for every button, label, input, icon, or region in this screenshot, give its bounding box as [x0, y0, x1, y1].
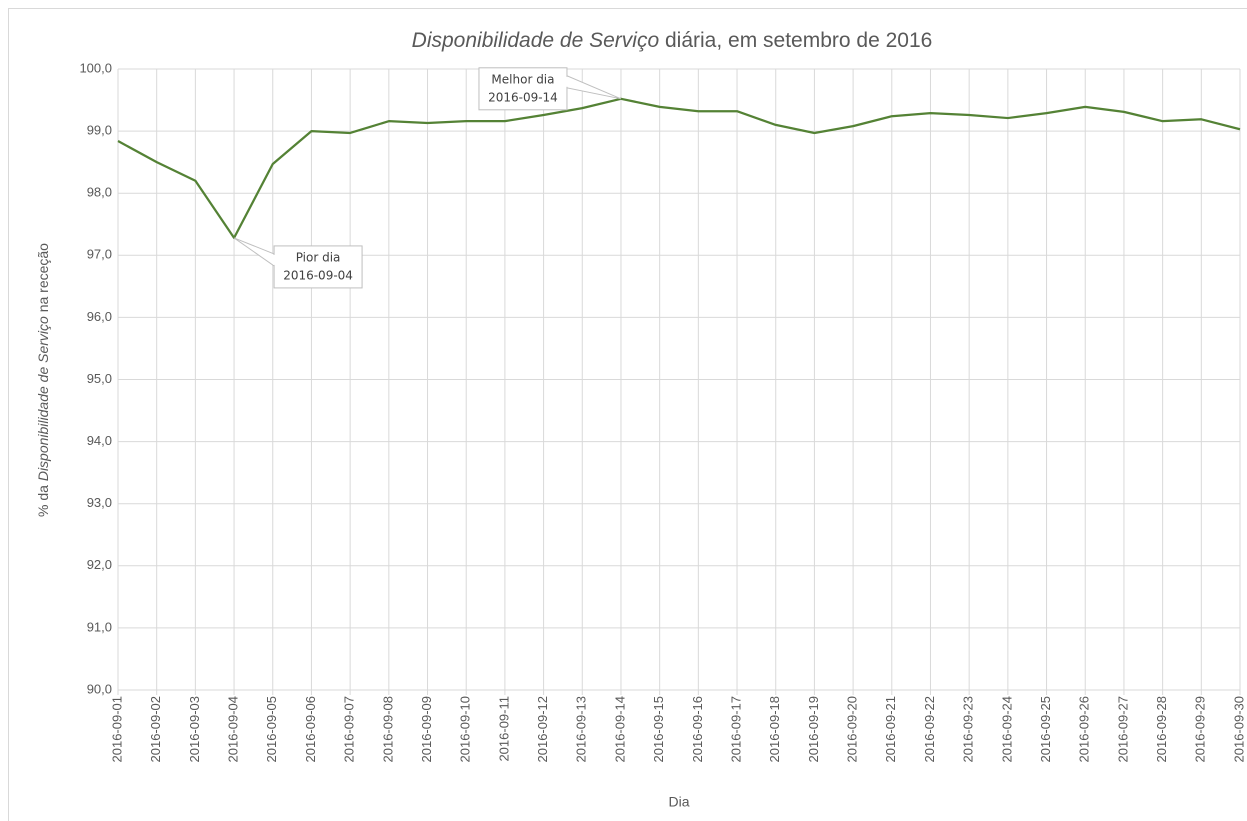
y-tick-label: 98,0 [87, 185, 112, 200]
x-tick-label: 2016-09-30 [1231, 696, 1246, 763]
y-tick-label: 90,0 [87, 681, 112, 696]
y-tick-label: 94,0 [87, 433, 112, 448]
x-axis-label: Dia [668, 794, 689, 810]
x-tick-label: 2016-09-24 [999, 696, 1014, 763]
x-tick-label: 2016-09-18 [767, 696, 782, 763]
chart-frame [8, 8, 1247, 821]
x-tick-label: 2016-09-28 [1154, 696, 1169, 763]
x-tick-label: 2016-09-05 [264, 696, 279, 763]
x-tick-label: 2016-09-09 [419, 696, 434, 763]
x-tick-label: 2016-09-04 [226, 696, 241, 763]
x-tick-label: 2016-09-16 [690, 696, 705, 763]
x-tick-label: 2016-09-26 [1077, 696, 1092, 763]
x-tick-label: 2016-09-03 [187, 696, 202, 763]
x-tick-label: 2016-09-29 [1193, 696, 1208, 763]
y-tick-label: 91,0 [87, 619, 112, 634]
callout-box [273, 245, 363, 289]
callout-text: Pior dia [296, 250, 341, 264]
callout-text: 2016-09-14 [488, 90, 558, 104]
x-tick-label: 2016-09-27 [1115, 696, 1130, 763]
x-tick-label: 2016-09-15 [651, 696, 666, 763]
x-tick-label: 2016-09-13 [574, 696, 589, 763]
x-tick-label: 2016-09-07 [342, 696, 357, 763]
y-axis-label: % da Disponibilidade de Serviço na receç… [35, 243, 51, 517]
y-tick-label: 100,0 [79, 60, 112, 75]
title-rest: diária, em setembro de 2016 [665, 29, 932, 52]
x-tick-label: 2016-09-20 [845, 696, 860, 763]
callout-pointer [233, 237, 275, 267]
data-line [117, 97, 1241, 240]
x-tick-label: 2016-09-21 [883, 696, 898, 763]
x-tick-label: 2016-09-25 [1038, 696, 1053, 763]
callout-box [478, 67, 568, 111]
y-tick-label: 93,0 [87, 495, 112, 510]
x-tick-label: 2016-09-19 [806, 696, 821, 763]
callout-pointer [566, 75, 622, 100]
y-tick-label: 92,0 [87, 557, 112, 572]
x-tick-label: 2016-09-10 [458, 696, 473, 763]
x-tick-label: 2016-09-06 [303, 696, 318, 763]
y-label-part: na receção [35, 243, 51, 312]
x-tick-label: 2016-09-12 [535, 696, 550, 763]
y-tick-label: 99,0 [87, 123, 112, 138]
y-label-italic: Disponibilidade de Serviço [35, 316, 51, 481]
callout-text: 2016-09-04 [283, 268, 353, 282]
x-tick-label: 2016-09-02 [148, 696, 163, 763]
y-tick-label: 95,0 [87, 371, 112, 386]
x-tick-label: 2016-09-01 [109, 696, 124, 763]
x-tick-label: 2016-09-08 [380, 696, 395, 763]
title-italic: Disponibilidade de Serviço [412, 29, 660, 52]
y-tick-label: 96,0 [87, 309, 112, 324]
x-tick-label: 2016-09-11 [496, 696, 511, 762]
chart-title: Disponibilidade de Serviço diária, em se… [412, 29, 933, 52]
x-tick-label: 2016-09-14 [612, 696, 627, 763]
x-tick-label: 2016-09-22 [922, 696, 937, 763]
x-tick-label: 2016-09-23 [961, 696, 976, 763]
callout-text: Melhor dia [491, 72, 554, 86]
y-tick-label: 97,0 [87, 247, 112, 262]
y-label-part: % da [35, 485, 51, 517]
x-tick-label: 2016-09-17 [728, 696, 743, 763]
